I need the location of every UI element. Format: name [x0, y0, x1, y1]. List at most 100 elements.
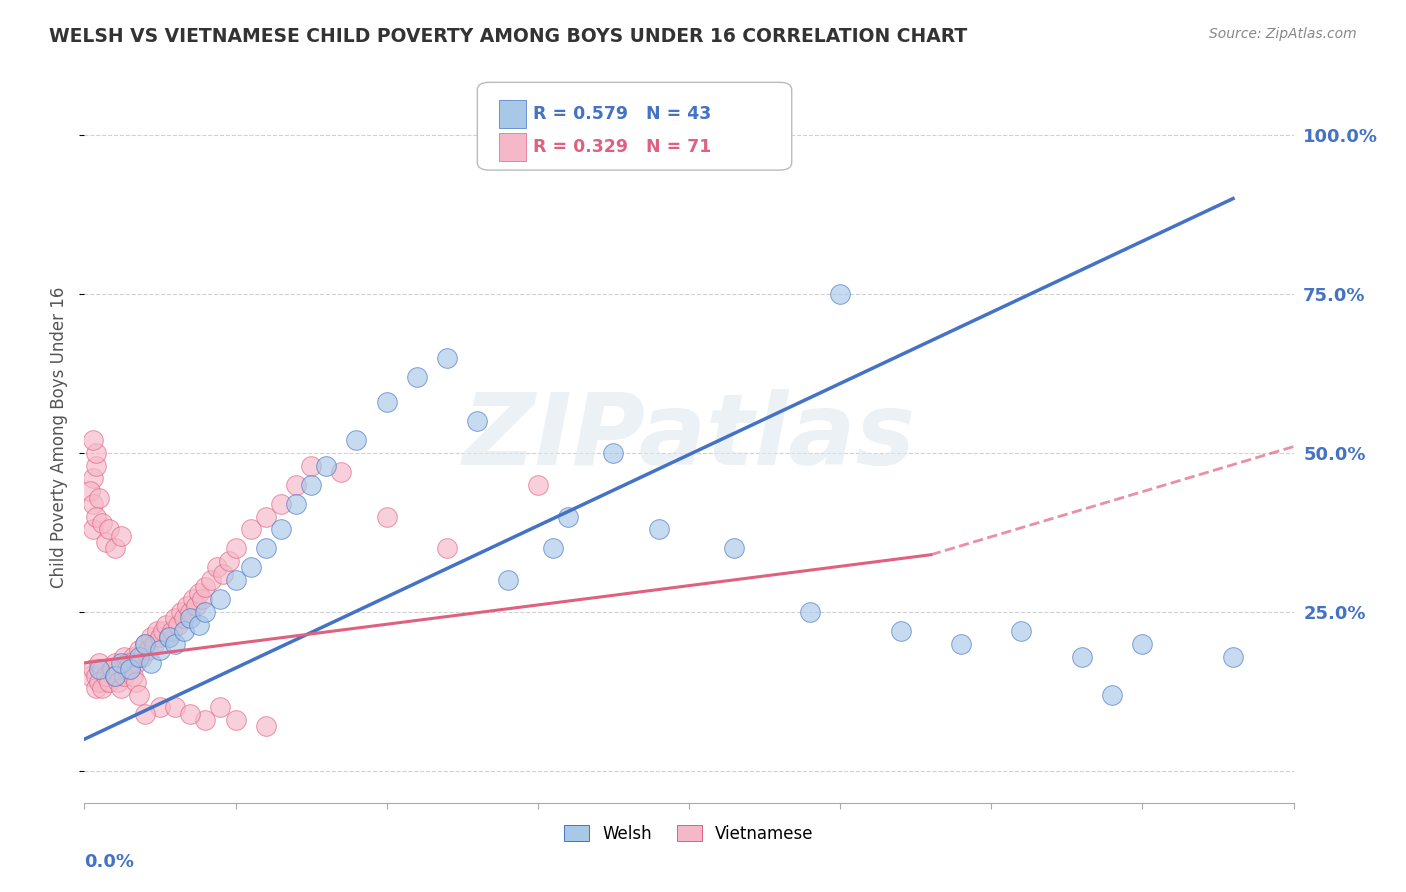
Point: [155, 617, 177, 632]
Point: [128, 688, 150, 702]
Point: [170, 605, 193, 619]
Point: [191, 592, 214, 607]
Point: [94, 668, 117, 682]
Point: [82, 497, 104, 511]
Point: [110, 662, 132, 676]
Point: [134, 706, 156, 721]
Point: [149, 631, 172, 645]
Point: [139, 631, 162, 645]
Point: [799, 605, 821, 619]
Point: [82, 662, 104, 676]
Point: [121, 649, 143, 664]
Point: [91, 662, 114, 676]
Point: [225, 541, 247, 556]
Point: [194, 580, 217, 594]
Point: [602, 446, 624, 460]
Point: [149, 700, 172, 714]
Point: [375, 509, 398, 524]
Point: [209, 700, 232, 714]
Point: [165, 637, 187, 651]
Point: [200, 573, 222, 587]
Point: [160, 624, 183, 638]
Point: [131, 649, 153, 664]
Point: [86, 458, 108, 473]
Point: [723, 121, 745, 136]
Point: [315, 458, 337, 473]
Point: [209, 592, 232, 607]
Point: [436, 541, 458, 556]
Point: [1101, 688, 1123, 702]
Point: [207, 560, 229, 574]
Text: R = 0.579   N = 43: R = 0.579 N = 43: [533, 104, 711, 123]
Point: [173, 624, 195, 638]
Point: [110, 681, 132, 696]
Point: [330, 465, 353, 479]
Point: [375, 395, 398, 409]
Point: [225, 713, 247, 727]
Point: [254, 509, 277, 524]
Point: [1130, 637, 1153, 651]
Point: [212, 566, 235, 581]
Point: [79, 484, 101, 499]
Point: [157, 631, 180, 645]
Point: [270, 522, 292, 536]
Point: [254, 541, 277, 556]
Point: [104, 668, 127, 682]
Point: [107, 668, 129, 682]
Point: [82, 522, 104, 536]
Point: [91, 681, 114, 696]
Point: [128, 649, 150, 664]
Point: [110, 656, 132, 670]
Point: [285, 497, 308, 511]
Point: [136, 643, 159, 657]
Point: [179, 611, 201, 625]
Point: [194, 605, 217, 619]
Point: [86, 446, 108, 460]
Point: [188, 586, 211, 600]
Point: [125, 656, 148, 670]
Point: [118, 662, 141, 676]
Point: [125, 675, 148, 690]
Bar: [499, 133, 526, 161]
Point: [146, 624, 169, 638]
Point: [115, 656, 138, 670]
Bar: [499, 100, 526, 128]
Point: [496, 573, 519, 587]
Y-axis label: Child Poverty Among Boys Under 16: Child Poverty Among Boys Under 16: [51, 286, 69, 588]
Point: [239, 560, 262, 574]
Point: [86, 509, 108, 524]
Point: [179, 605, 201, 619]
Point: [115, 662, 138, 676]
Point: [648, 522, 671, 536]
Point: [157, 631, 180, 645]
Text: R = 0.329   N = 71: R = 0.329 N = 71: [533, 137, 711, 156]
Point: [1222, 649, 1244, 664]
Point: [541, 541, 564, 556]
Point: [270, 497, 292, 511]
Point: [239, 522, 262, 536]
Point: [830, 287, 852, 301]
Point: [79, 668, 101, 682]
Point: [527, 477, 550, 491]
Point: [467, 414, 489, 428]
Point: [346, 434, 368, 448]
Point: [194, 713, 217, 727]
Point: [218, 554, 240, 568]
Text: ZIPatlas: ZIPatlas: [463, 389, 915, 485]
Point: [950, 637, 973, 651]
Point: [285, 477, 308, 491]
Point: [94, 675, 117, 690]
Point: [406, 369, 429, 384]
Point: [89, 656, 111, 670]
Text: Source: ZipAtlas.com: Source: ZipAtlas.com: [1209, 27, 1357, 41]
Point: [107, 675, 129, 690]
Point: [436, 351, 458, 365]
Point: [167, 617, 190, 632]
Point: [89, 675, 111, 690]
Point: [149, 643, 172, 657]
Point: [134, 637, 156, 651]
Point: [186, 599, 208, 613]
Point: [299, 477, 322, 491]
Point: [723, 541, 745, 556]
Point: [104, 656, 127, 670]
